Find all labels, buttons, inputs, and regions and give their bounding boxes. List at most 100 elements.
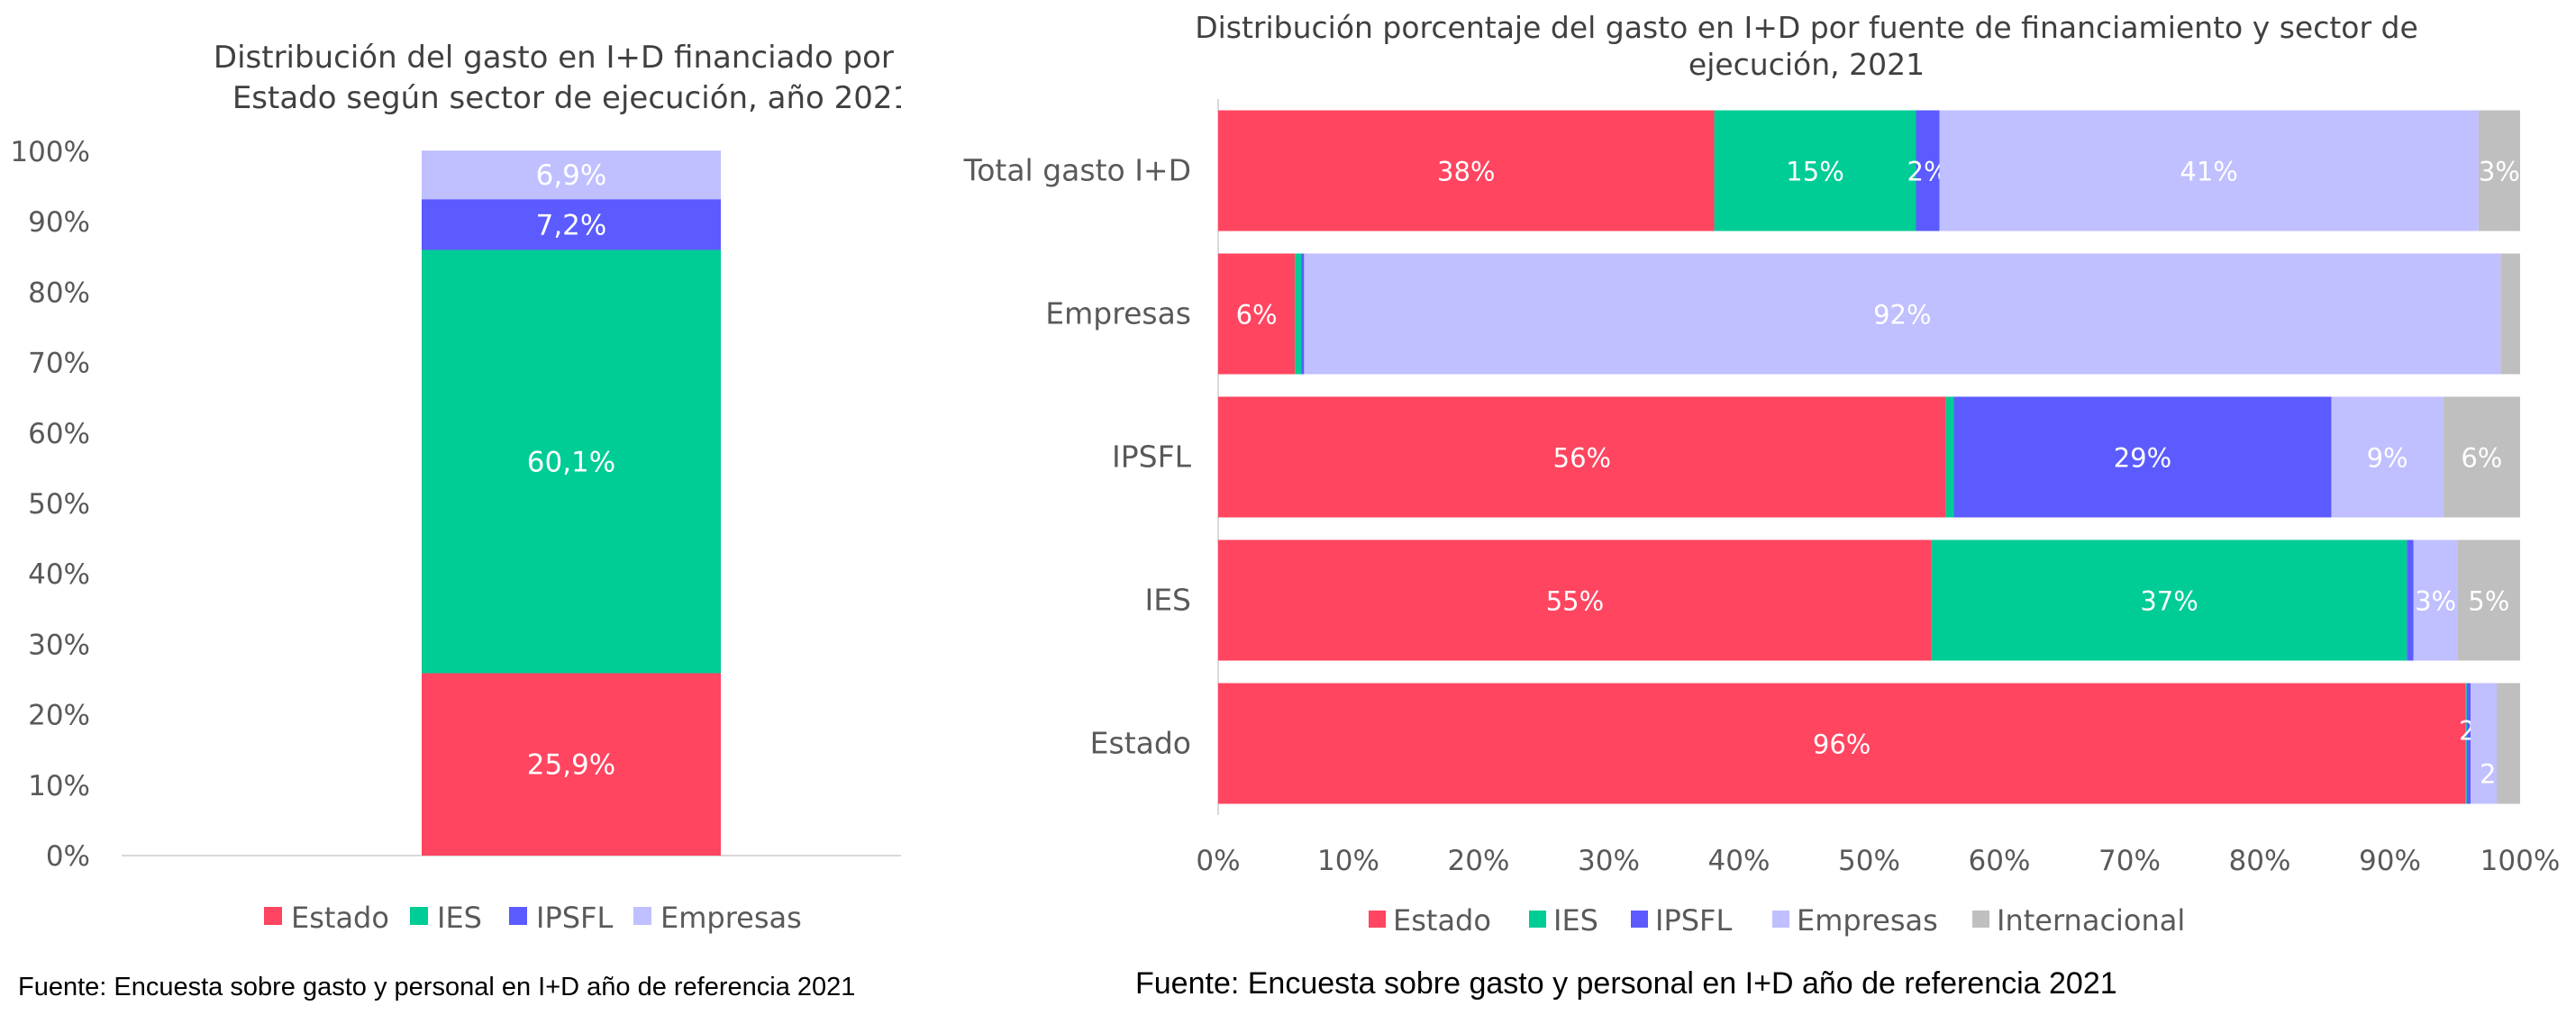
left-legend-label: Estado [291, 901, 389, 935]
left-y-tick-label: 10% [28, 770, 90, 802]
right-legend-swatch-ies [1529, 911, 1546, 928]
right-bar-data-label: 29% [2114, 443, 2171, 474]
left-legend-label: IES [437, 901, 482, 935]
left-y-tick-label: 0% [46, 840, 90, 873]
left-bar-segment-empresas [422, 150, 721, 200]
right-bar-segment-empresas [2331, 396, 2444, 518]
right-bar-segment-ipsfl [2407, 539, 2414, 661]
left-legend-label: IPSFL [536, 901, 613, 935]
left-bar-data-label: 6,9% [536, 159, 607, 192]
right-bar-segment-estado [1218, 253, 1296, 375]
right-bar-data-label: 56% [1553, 443, 1611, 474]
right-bar-data-label: 6% [2461, 443, 2502, 474]
left-bar-data-label: 60,1% [527, 446, 615, 478]
right-bar-segment-ipsfl [2466, 683, 2471, 804]
right-bar-data-label: 3% [2415, 586, 2456, 617]
right-x-tick-label: 60% [1969, 845, 2031, 877]
left-y-tick-label: 90% [28, 206, 90, 239]
right-bar-segment-estado [1218, 539, 1932, 661]
left-legend-swatch-ipsfl [509, 907, 527, 925]
right-bar-segment-estado [1218, 396, 1946, 518]
right-legend-label: IPSFL [1655, 903, 1732, 938]
right-bar-data-label: 3% [2479, 157, 2520, 187]
right-x-tick-label: 0% [1196, 845, 1240, 877]
right-legend-swatch-internacional [1972, 911, 1989, 928]
right-bar-data-label: 55% [1546, 586, 1604, 617]
left-y-tick-label: 80% [28, 276, 90, 309]
right-category-label: Estado [1090, 726, 1191, 761]
right-bar-segment-ipsfl [1916, 110, 1940, 231]
right-legend-label: IES [1553, 903, 1598, 938]
right-bar-segment-ipsfl [1301, 253, 1305, 375]
right-bar-data-label: 5% [2468, 586, 2509, 617]
right-bar-data-label: 92% [1873, 300, 1931, 331]
left-legend-swatch-estado [264, 907, 282, 925]
right-category-label: Total gasto I+D [963, 153, 1191, 188]
right-chart-title-line: Distribución porcentaje del gasto en I+D… [1195, 10, 2418, 45]
right-x-tick-label: 100% [2480, 845, 2561, 877]
left-chart: Distribución del gasto en I+D financiado… [10, 40, 901, 935]
right-bar-segment-ies [1931, 539, 2408, 661]
right-legend-swatch-ipsfl [1631, 911, 1648, 928]
left-bar-segment-ies [422, 249, 721, 674]
right-category-label: IPSFL [1112, 440, 1192, 475]
right-bar-segment-internacional [2478, 110, 2520, 231]
right-bar-segment-estado [1218, 110, 1715, 231]
right-category-label: Empresas [1045, 296, 1191, 331]
left-bar-segment-estado [422, 673, 721, 856]
left-chart-title-line: Distribución del gasto en I+D financiado… [214, 40, 901, 76]
right-bar-data-label: 37% [2140, 586, 2198, 617]
left-chart-title-line: Estado según sector de ejecución, año 20… [232, 80, 901, 116]
left-y-tick-label: 40% [28, 558, 90, 591]
right-bar-segment-ies [1295, 253, 1302, 375]
right-bar-segment-internacional [2443, 396, 2520, 518]
left-bar-data-label: 7,2% [536, 209, 607, 241]
right-bar-data-label: 15% [1786, 157, 1843, 187]
right-legend-swatch-empresas [1772, 911, 1789, 928]
right-bar-segment-empresas [2471, 683, 2497, 804]
right-bar-segment-ies [1714, 110, 1916, 231]
left-y-tick-label: 20% [28, 700, 90, 732]
right-x-tick-label: 10% [1317, 845, 1379, 877]
right-legend-swatch-estado [1369, 911, 1386, 928]
left-legend-label: Empresas [660, 901, 802, 935]
right-bar-segment-internacional [2500, 253, 2520, 375]
right-x-tick-label: 40% [1708, 845, 1770, 877]
left-y-tick-label: 100% [10, 136, 90, 168]
left-source-note: Fuente: Encuesta sobre gasto y personal … [18, 973, 856, 1001]
right-x-tick-label: 90% [2359, 845, 2421, 877]
right-source-note: Fuente: Encuesta sobre gasto y personal … [1135, 966, 2117, 1001]
left-y-tick-label: 30% [28, 629, 90, 661]
left-y-tick-label: 70% [28, 348, 90, 380]
right-chart-title-line: ejecución, 2021 [1689, 47, 1925, 82]
right-legend-label: Internacional [1997, 903, 2185, 938]
right-legend-label: Estado [1393, 903, 1491, 938]
right-x-tick-label: 80% [2229, 845, 2291, 877]
right-bar-segment-empresas [1304, 253, 2501, 375]
left-y-tick-label: 50% [28, 488, 90, 521]
right-bar-segment-ies [1945, 396, 1954, 518]
left-y-tick-label: 60% [28, 418, 90, 450]
right-bar-data-label: 6% [1236, 300, 1278, 331]
right-category-label: IES [1144, 583, 1191, 618]
right-x-tick-label: 20% [1448, 845, 1510, 877]
right-bar-segment-internacional [2496, 683, 2520, 804]
left-legend-swatch-empresas [633, 907, 651, 925]
left-bar-segment-ipsfl [422, 199, 721, 250]
left-bar-data-label: 25,9% [527, 749, 615, 782]
right-bar-segment-estado [1218, 683, 2466, 804]
left-legend-swatch-ies [410, 907, 428, 925]
right-bar-segment-ies [2465, 683, 2467, 804]
right-bar-data-label: 41% [2180, 157, 2237, 187]
right-x-tick-label: 30% [1578, 845, 1640, 877]
right-bar-data-label: 96% [1813, 730, 1871, 760]
right-x-tick-label: 70% [2098, 845, 2161, 877]
right-bar-segment-internacional [2457, 539, 2520, 661]
right-bar-segment-empresas [1939, 110, 2479, 231]
right-bar-segment-empresas [2413, 539, 2458, 661]
right-bar-data-label: 38% [1437, 157, 1495, 187]
right-bar-segment-ipsfl [1953, 396, 2332, 518]
right-x-tick-label: 50% [1838, 845, 1900, 877]
right-legend-label: Empresas [1797, 903, 1938, 938]
